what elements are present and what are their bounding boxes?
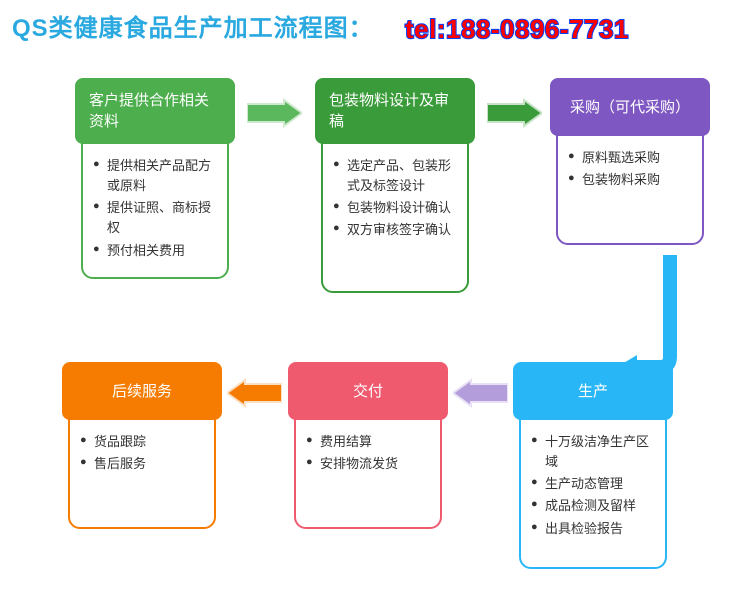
node-head: 采购（可代采购）: [550, 78, 710, 136]
node-item: 售后服务: [80, 454, 204, 474]
node-item-list: 货品跟踪售后服务: [80, 432, 204, 474]
node-item: 生产动态管理: [531, 474, 655, 494]
node-item-list: 提供相关产品配方或原料提供证照、商标授权预付相关费用: [93, 156, 217, 261]
flow-node-n5: 交付费用结算安排物流发货: [288, 362, 448, 529]
title-text: QS类健康食品生产加工流程图：: [12, 15, 374, 42]
phone-number: tel:188-0896-7731: [405, 14, 629, 45]
node-item: 选定产品、包装形式及标签设计: [333, 156, 457, 196]
node-body: 选定产品、包装形式及标签设计包装物料设计确认双方审核签字确认: [321, 138, 469, 293]
node-item: 包装物料采购: [568, 170, 692, 190]
flow-arrow-a12: [247, 98, 302, 128]
page-title: QS类健康食品生产加工流程图：: [12, 8, 374, 43]
flow-arrow-a23: [487, 98, 542, 128]
node-body: 十万级洁净生产区域生产动态管理成品检测及留样出具检验报告: [519, 414, 667, 569]
flow-node-n4: 生产十万级洁净生产区域生产动态管理成品检测及留样出具检验报告: [513, 362, 673, 569]
node-head: 生产: [513, 362, 673, 420]
node-item: 成品检测及留样: [531, 496, 655, 516]
flow-arrow-a45: [453, 378, 508, 408]
node-body: 货品跟踪售后服务: [68, 414, 216, 529]
node-item-list: 费用结算安排物流发货: [306, 432, 430, 474]
node-head: 包装物料设计及审稿: [315, 78, 475, 144]
flow-node-n2: 包装物料设计及审稿选定产品、包装形式及标签设计包装物料设计确认双方审核签字确认: [315, 78, 475, 293]
node-item-list: 十万级洁净生产区域生产动态管理成品检测及留样出具检验报告: [531, 432, 655, 539]
node-item: 货品跟踪: [80, 432, 204, 452]
node-item-list: 选定产品、包装形式及标签设计包装物料设计确认双方审核签字确认: [333, 156, 457, 241]
node-item: 预付相关费用: [93, 241, 217, 261]
node-item-list: 原料甄选采购包装物料采购: [568, 148, 692, 190]
node-body: 提供相关产品配方或原料提供证照、商标授权预付相关费用: [81, 138, 229, 279]
node-item: 费用结算: [306, 432, 430, 452]
node-head: 客户提供合作相关资料: [75, 78, 235, 144]
flow-node-n1: 客户提供合作相关资料提供相关产品配方或原料提供证照、商标授权预付相关费用: [75, 78, 235, 279]
tel-text: tel:188-0896-7731: [405, 14, 629, 44]
node-body: 费用结算安排物流发货: [294, 414, 442, 529]
node-item: 提供相关产品配方或原料: [93, 156, 217, 196]
node-item: 双方审核签字确认: [333, 220, 457, 240]
node-item: 安排物流发货: [306, 454, 430, 474]
node-item: 原料甄选采购: [568, 148, 692, 168]
node-head: 后续服务: [62, 362, 222, 420]
node-body: 原料甄选采购包装物料采购: [556, 130, 704, 245]
flow-node-n6: 后续服务货品跟踪售后服务: [62, 362, 222, 529]
flow-arrow-a56: [227, 378, 282, 408]
flow-node-n3: 采购（可代采购） 原料甄选采购包装物料采购: [550, 78, 710, 245]
node-item: 提供证照、商标授权: [93, 198, 217, 238]
node-item: 出具检验报告: [531, 519, 655, 539]
node-item: 包装物料设计确认: [333, 198, 457, 218]
node-item: 十万级洁净生产区域: [531, 432, 655, 472]
node-head: 交付: [288, 362, 448, 420]
